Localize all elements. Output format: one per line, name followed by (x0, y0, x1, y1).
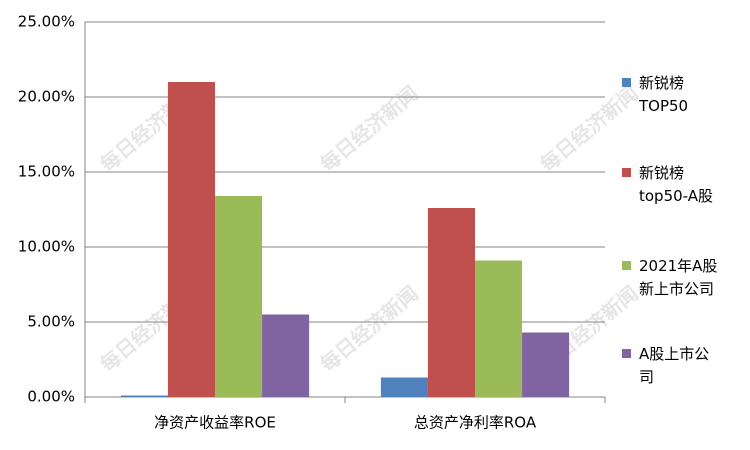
bar (380, 377, 428, 397)
y-tick-label: 20.00% (18, 88, 75, 106)
legend-item: A股上市公司 (622, 343, 722, 389)
legend-item: 2021年A股新上市公司 (622, 255, 722, 301)
legend-swatch (622, 349, 631, 358)
legend-label: 新锐榜top50-A股 (639, 164, 714, 205)
watermark: 每日经济新闻 (315, 81, 422, 177)
legend-label: 新锐榜TOP50 (639, 74, 689, 115)
x-tick-label: 净资产收益率ROE (154, 414, 276, 432)
bar (120, 395, 168, 397)
legend-item: 新锐榜TOP50 (622, 72, 722, 118)
legend-item: 新锐榜top50-A股 (622, 162, 722, 208)
legend-swatch (622, 261, 631, 270)
x-tick-label: 总资产净利率ROA (414, 414, 537, 432)
legend-swatch (622, 78, 631, 87)
legend-swatch (622, 168, 631, 177)
y-tick-label: 5.00% (27, 313, 75, 331)
y-tick-label: 0.00% (27, 388, 75, 406)
bar (427, 208, 475, 397)
watermark: 每日经济新闻 (315, 281, 422, 377)
bar (262, 314, 310, 397)
legend-label: 2021年A股新上市公司 (639, 257, 718, 298)
bar (167, 82, 215, 397)
y-tick-label: 10.00% (18, 238, 75, 256)
bar (475, 260, 523, 397)
bar (522, 332, 570, 397)
legend-label: A股上市公司 (639, 345, 710, 386)
y-tick-label: 25.00% (18, 13, 75, 31)
y-tick-label: 15.00% (18, 163, 75, 181)
bar (215, 196, 263, 397)
